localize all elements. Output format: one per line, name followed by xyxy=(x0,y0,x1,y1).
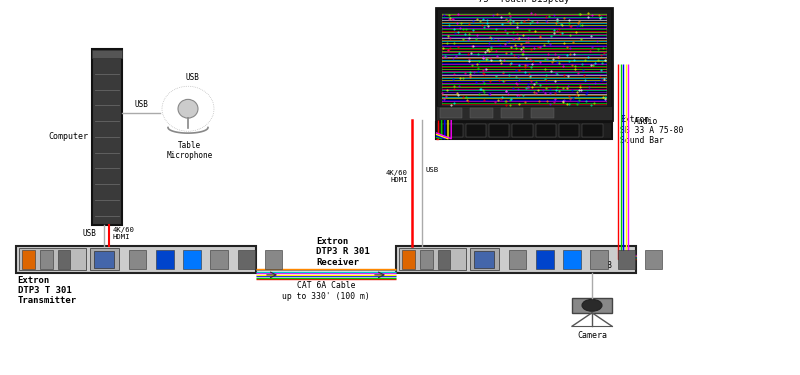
Bar xyxy=(183,250,201,269)
Bar xyxy=(645,250,662,269)
Bar xyxy=(559,124,579,136)
Bar xyxy=(436,122,612,139)
Text: USB: USB xyxy=(426,167,438,173)
Bar xyxy=(402,250,415,269)
Bar xyxy=(536,250,554,269)
Bar xyxy=(618,250,635,269)
Ellipse shape xyxy=(582,299,602,311)
Text: CAT 6A Cable
up to 330' (100 m): CAT 6A Cable up to 330' (100 m) xyxy=(282,281,370,301)
Bar xyxy=(265,250,282,269)
Bar xyxy=(399,248,466,270)
Bar xyxy=(470,108,493,118)
Bar xyxy=(94,251,114,268)
Text: Table
Microphone: Table Microphone xyxy=(166,141,213,160)
Text: USB: USB xyxy=(82,229,96,238)
Bar xyxy=(90,248,119,270)
Bar xyxy=(501,108,523,118)
Bar xyxy=(582,124,602,136)
Text: Extron
DTP3 T 301
Transmitter: Extron DTP3 T 301 Transmitter xyxy=(18,276,77,305)
Bar xyxy=(58,250,70,269)
Bar xyxy=(531,108,554,118)
Bar xyxy=(40,250,53,269)
Bar xyxy=(442,13,606,105)
Text: USB: USB xyxy=(598,261,612,270)
Text: Audio: Audio xyxy=(634,117,658,126)
Text: Extron
DTP3 R 301
Receiver: Extron DTP3 R 301 Receiver xyxy=(316,237,370,267)
Bar xyxy=(509,250,526,269)
Ellipse shape xyxy=(178,99,198,118)
Bar xyxy=(420,250,433,269)
Bar xyxy=(512,124,533,136)
Bar xyxy=(466,124,486,136)
Bar xyxy=(210,250,228,269)
Text: Camera: Camera xyxy=(577,331,607,340)
Bar xyxy=(440,108,462,118)
Text: 4K/60
HDMI: 4K/60 HDMI xyxy=(113,227,134,240)
Text: Computer: Computer xyxy=(48,132,88,141)
Bar xyxy=(489,124,510,136)
Bar xyxy=(436,8,612,120)
Text: Extron
SB 33 A 75-80
Sound Bar: Extron SB 33 A 75-80 Sound Bar xyxy=(620,116,683,145)
Bar xyxy=(442,124,462,136)
Bar xyxy=(16,246,256,273)
Bar xyxy=(572,298,612,313)
Bar xyxy=(92,50,122,58)
Bar xyxy=(129,250,146,269)
Bar xyxy=(536,124,556,136)
Bar xyxy=(474,251,494,268)
Text: USB: USB xyxy=(185,74,199,82)
Bar xyxy=(22,250,35,269)
Text: 75" Touch Display: 75" Touch Display xyxy=(478,0,570,4)
Bar xyxy=(92,49,122,225)
Text: 4K/60
HDMI: 4K/60 HDMI xyxy=(386,170,407,183)
Bar xyxy=(590,250,608,269)
Bar xyxy=(396,246,636,273)
Text: USB: USB xyxy=(134,100,148,109)
Bar xyxy=(438,250,450,269)
Bar xyxy=(563,250,581,269)
Bar xyxy=(470,248,499,270)
Bar xyxy=(19,248,86,270)
Bar xyxy=(238,250,255,269)
Bar xyxy=(436,106,612,120)
Bar xyxy=(156,250,174,269)
